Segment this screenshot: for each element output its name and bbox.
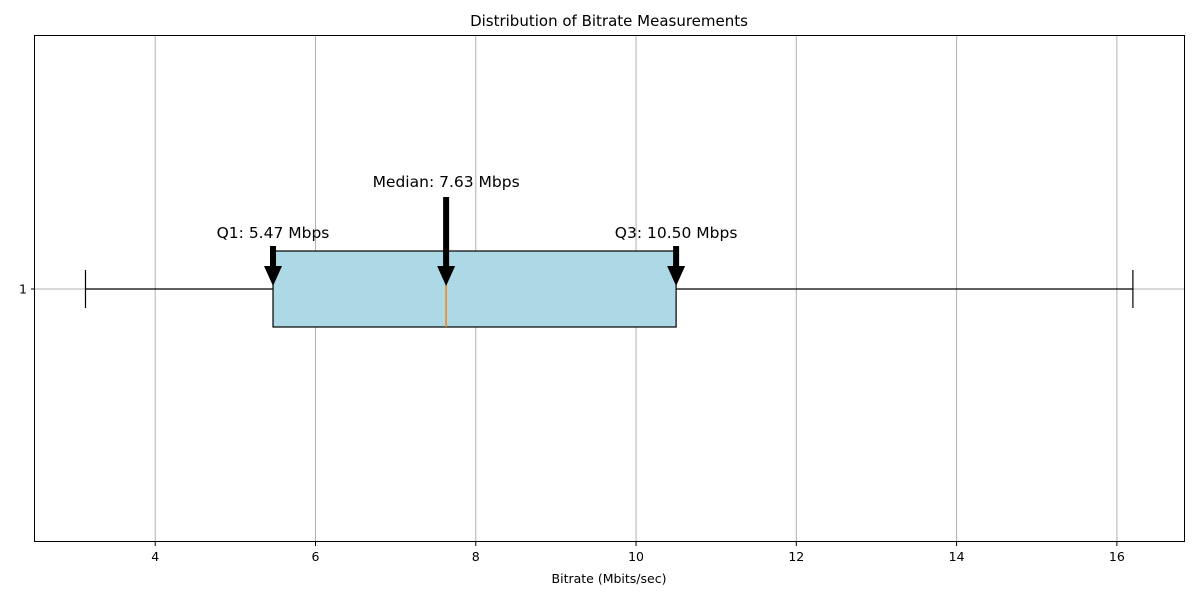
annotation-label: Median: 7.63 Mbps [373,173,520,191]
annotation-arrow-shaft [673,246,680,267]
annotations: Q1: 5.47 Mbps Median: 7.63 Mbps Q3: 10.50 … [217,173,738,286]
x-tick-label: 12 [788,549,804,564]
annotation-arrow-head [437,266,456,286]
annotation-arrow-head [264,266,283,286]
chart-title: Distribution of Bitrate Measurements [470,12,748,30]
iqr-box [272,250,677,328]
x-axis-ticks: 4 6 8 10 12 14 16 [151,542,1125,564]
x-tick-label: 16 [1109,549,1125,564]
y-axis-ticks: 1 [19,282,35,297]
x-tick-label: 6 [312,549,320,564]
annotation-arrow-shaft [270,246,277,267]
x-tick-label: 10 [628,549,644,564]
x-tick-label: 14 [949,549,965,564]
box-layer [84,250,1134,328]
x-axis-label: Bitrate (Mbits/sec) [552,571,667,586]
x-tick-label: 8 [472,549,480,564]
y-tick-label: 1 [19,282,27,297]
annotation-arrow-shaft [443,197,450,267]
annotation-arrow-head [667,266,686,286]
annotation-label: Q3: 10.50 Mbps [615,224,738,242]
annotation-label: Q1: 5.47 Mbps [217,224,330,242]
x-tick-label: 4 [151,549,159,564]
